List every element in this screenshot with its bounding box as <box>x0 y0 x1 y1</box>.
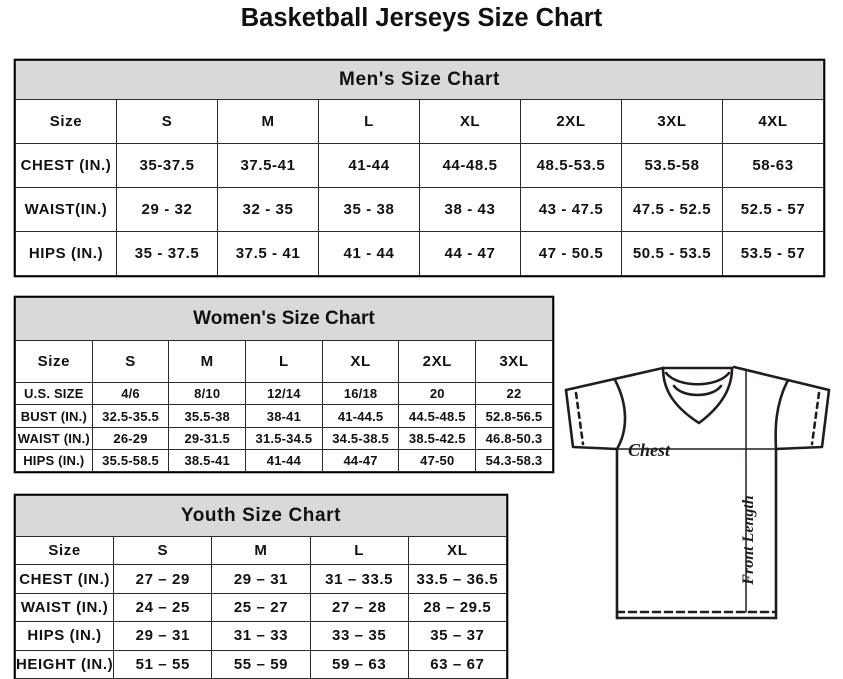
svg-text:Front Length: Front Length <box>740 495 757 585</box>
svg-text:Chest: Chest <box>628 440 671 460</box>
